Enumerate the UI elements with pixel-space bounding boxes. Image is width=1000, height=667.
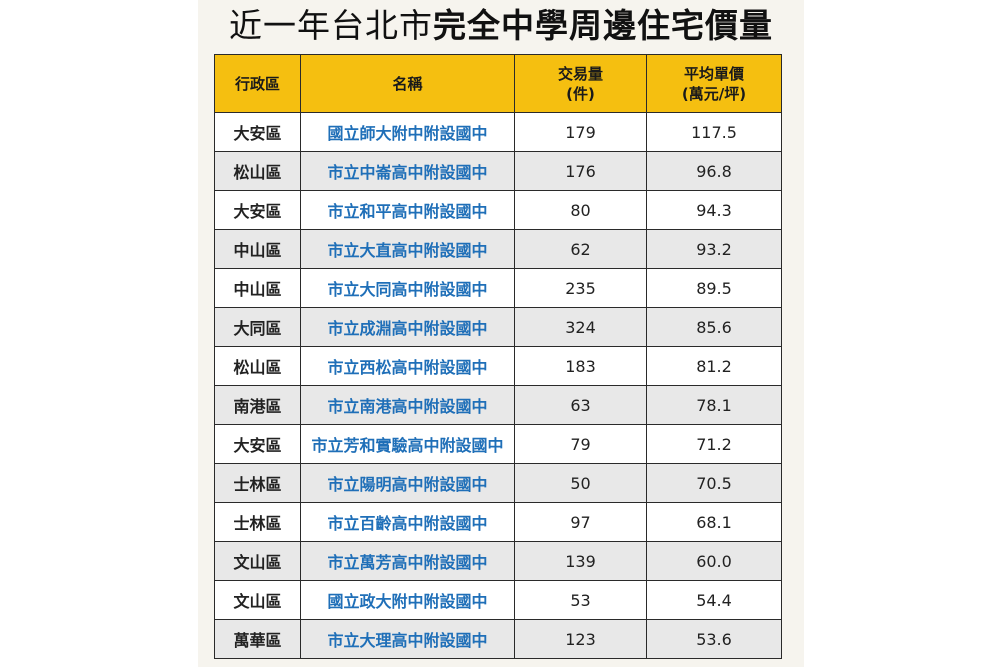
volume-cell: 123 <box>514 619 647 659</box>
school-name-cell: 市立陽明高中附設國中 <box>300 463 515 503</box>
table-row: 文山區 市立萬芳高中附設國中 139 60.0 <box>214 541 782 581</box>
title-light: 近一年台北市 <box>229 6 433 45</box>
volume-cell: 97 <box>514 502 647 542</box>
header-name: 名稱 <box>300 54 515 113</box>
volume-cell: 235 <box>514 268 647 308</box>
table-row: 松山區 市立西松高中附設國中 183 81.2 <box>214 346 782 386</box>
district-cell: 士林區 <box>214 502 301 542</box>
school-name-cell: 市立大同高中附設國中 <box>300 268 515 308</box>
price-cell: 78.1 <box>646 385 782 425</box>
school-name-cell: 市立萬芳高中附設國中 <box>300 541 515 581</box>
price-cell: 89.5 <box>646 268 782 308</box>
district-cell: 士林區 <box>214 463 301 503</box>
school-name-cell: 市立大直高中附設國中 <box>300 229 515 269</box>
volume-cell: 80 <box>514 190 647 230</box>
table-row: 大安區 市立芳和實驗高中附設國中 79 71.2 <box>214 424 782 464</box>
school-name-cell: 國立師大附中附設國中 <box>300 112 515 152</box>
table-row: 松山區 市立中崙高中附設國中 176 96.8 <box>214 151 782 191</box>
price-cell: 71.2 <box>646 424 782 464</box>
district-cell: 大安區 <box>214 190 301 230</box>
school-name-cell: 市立芳和實驗高中附設國中 <box>300 424 515 464</box>
table-row: 大安區 市立和平高中附設國中 80 94.3 <box>214 190 782 230</box>
title-bold: 完全中學周邊住宅價量 <box>433 6 773 45</box>
district-cell: 文山區 <box>214 580 301 620</box>
table-header-row: 行政區 名稱 交易量 (件) 平均單價 (萬元/坪) <box>214 54 782 113</box>
volume-cell: 62 <box>514 229 647 269</box>
table-row: 南港區 市立南港高中附設國中 63 78.1 <box>214 385 782 425</box>
header-volume: 交易量 (件) <box>514 54 647 113</box>
table-row: 文山區 國立政大附中附設國中 53 54.4 <box>214 580 782 620</box>
school-name-cell: 市立大理高中附設國中 <box>300 619 515 659</box>
school-name-cell: 市立百齡高中附設國中 <box>300 502 515 542</box>
volume-cell: 53 <box>514 580 647 620</box>
header-price: 平均單價 (萬元/坪) <box>646 54 782 113</box>
table-row: 大同區 市立成淵高中附設國中 324 85.6 <box>214 307 782 347</box>
table-row: 中山區 市立大同高中附設國中 235 89.5 <box>214 268 782 308</box>
page-title: 近一年台北市完全中學周邊住宅價量 <box>198 4 804 48</box>
volume-cell: 50 <box>514 463 647 503</box>
district-cell: 松山區 <box>214 346 301 386</box>
school-name-cell: 市立中崙高中附設國中 <box>300 151 515 191</box>
header-price-line1: 平均單價 <box>683 64 744 83</box>
header-district: 行政區 <box>214 54 301 113</box>
price-cell: 53.6 <box>646 619 782 659</box>
price-cell: 93.2 <box>646 229 782 269</box>
price-cell: 68.1 <box>646 502 782 542</box>
district-cell: 松山區 <box>214 151 301 191</box>
school-name-cell: 國立政大附中附設國中 <box>300 580 515 620</box>
district-cell: 南港區 <box>214 385 301 425</box>
table-row: 大安區 國立師大附中附設國中 179 117.5 <box>214 112 782 152</box>
table-body: 大安區 國立師大附中附設國中 179 117.5 松山區 市立中崙高中附設國中 176 96.… <box>214 112 782 659</box>
district-cell: 大安區 <box>214 424 301 464</box>
price-cell: 85.6 <box>646 307 782 347</box>
district-cell: 中山區 <box>214 268 301 308</box>
price-cell: 70.5 <box>646 463 782 503</box>
district-cell: 萬華區 <box>214 619 301 659</box>
volume-cell: 324 <box>514 307 647 347</box>
district-cell: 大同區 <box>214 307 301 347</box>
table-row: 士林區 市立陽明高中附設國中 50 70.5 <box>214 463 782 503</box>
table-row: 士林區 市立百齡高中附設國中 97 68.1 <box>214 502 782 542</box>
price-cell: 60.0 <box>646 541 782 581</box>
price-volume-table: 行政區 名稱 交易量 (件) 平均單價 (萬元/坪) 大安區 國立師大附中附設國中… <box>214 54 782 659</box>
price-cell: 117.5 <box>646 112 782 152</box>
volume-cell: 63 <box>514 385 647 425</box>
table-row: 中山區 市立大直高中附設國中 62 93.2 <box>214 229 782 269</box>
price-cell: 94.3 <box>646 190 782 230</box>
header-price-line2: (萬元/坪) <box>681 84 747 103</box>
volume-cell: 139 <box>514 541 647 581</box>
volume-cell: 179 <box>514 112 647 152</box>
school-name-cell: 市立成淵高中附設國中 <box>300 307 515 347</box>
table-row: 萬華區 市立大理高中附設國中 123 53.6 <box>214 619 782 659</box>
volume-cell: 183 <box>514 346 647 386</box>
infographic-panel: 近一年台北市完全中學周邊住宅價量 行政區 名稱 交易量 (件) 平均單價 (萬元… <box>198 0 804 667</box>
volume-cell: 79 <box>514 424 647 464</box>
price-cell: 81.2 <box>646 346 782 386</box>
header-volume-line2: (件) <box>566 84 595 103</box>
school-name-cell: 市立西松高中附設國中 <box>300 346 515 386</box>
header-volume-line1: 交易量 <box>557 64 603 83</box>
district-cell: 中山區 <box>214 229 301 269</box>
district-cell: 大安區 <box>214 112 301 152</box>
price-cell: 54.4 <box>646 580 782 620</box>
price-cell: 96.8 <box>646 151 782 191</box>
school-name-cell: 市立南港高中附設國中 <box>300 385 515 425</box>
school-name-cell: 市立和平高中附設國中 <box>300 190 515 230</box>
district-cell: 文山區 <box>214 541 301 581</box>
volume-cell: 176 <box>514 151 647 191</box>
